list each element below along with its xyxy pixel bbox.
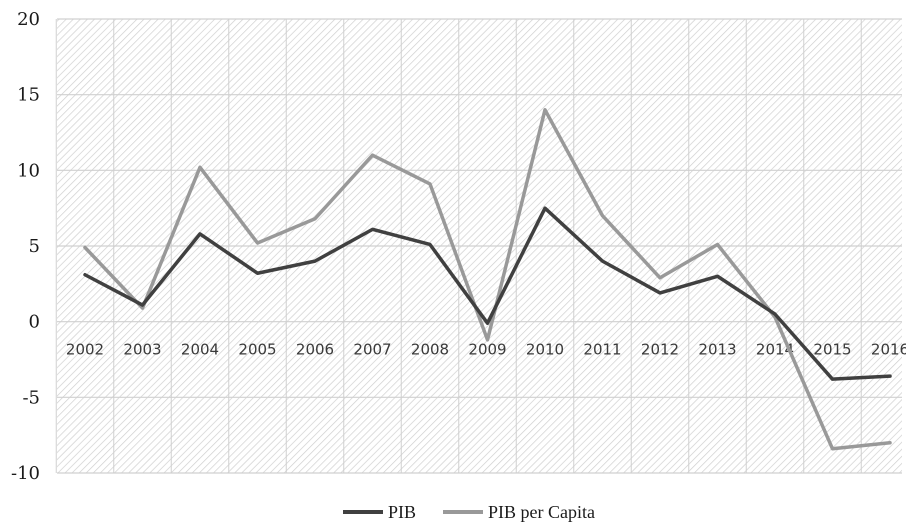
- x-tick-label: 2005: [238, 341, 276, 359]
- y-tick-label: -10: [11, 463, 40, 484]
- y-tick-label: 5: [29, 236, 40, 257]
- y-tick-label: 10: [17, 160, 40, 181]
- x-tick-label: 2003: [123, 341, 161, 359]
- x-tick-label: 2010: [526, 341, 564, 359]
- x-tick-label: 2007: [353, 341, 391, 359]
- y-tick-label: 20: [17, 9, 40, 30]
- x-tick-label: 2009: [468, 341, 506, 359]
- x-tick-label: 2006: [296, 341, 334, 359]
- y-tick-label: -5: [22, 387, 40, 408]
- x-tick-label: 2013: [698, 341, 736, 359]
- x-tick-label: 2008: [411, 341, 449, 359]
- y-tick-label: 15: [17, 85, 40, 106]
- legend-label-pib: PIB: [388, 502, 416, 522]
- y-axis: -10 -5 0 5 10 15 20: [11, 9, 40, 484]
- x-tick-label: 2014: [756, 341, 794, 359]
- y-tick-label: 0: [29, 312, 40, 333]
- series-line-pib-per-capita: [83, 108, 892, 451]
- x-tick-label: 2002: [66, 341, 104, 359]
- series-line-pib: [83, 206, 892, 381]
- legend: PIB PIB per Capita: [343, 502, 595, 522]
- x-tick-label: 2012: [641, 341, 679, 359]
- x-tick-label: 2016: [871, 341, 906, 359]
- legend-label-pib-per-capita: PIB per Capita: [488, 502, 595, 522]
- x-tick-label: 2015: [813, 341, 851, 359]
- x-axis: 2002 2003 2004 2005 2006 2007 2008 2009 2010 2011…: [66, 341, 906, 359]
- x-tick-label: 2011: [583, 341, 621, 359]
- x-tick-label: 2004: [181, 341, 219, 359]
- series-lines: [83, 108, 892, 451]
